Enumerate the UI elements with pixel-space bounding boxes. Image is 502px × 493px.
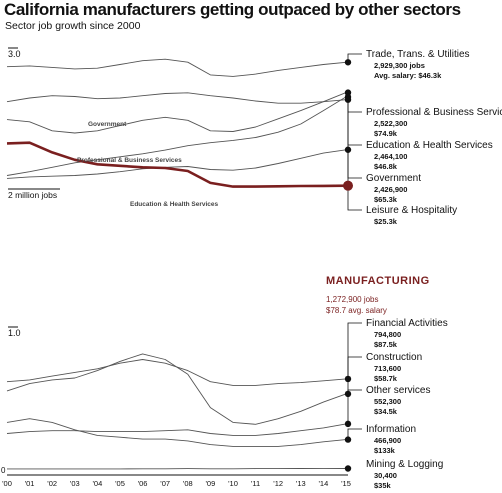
x-tick-label: '09 (206, 479, 216, 488)
x-tick-label: '01 (25, 479, 35, 488)
series-leader-line (347, 149, 362, 211)
series-endpoint-value: 794,800 (374, 330, 401, 339)
series-leader-line (347, 356, 362, 394)
series-endpoint-value: 2,929,300 jobs (374, 61, 425, 70)
x-tick-label: '04 (93, 479, 103, 488)
series-endpoint-manufacturing (343, 180, 353, 191)
series-endpoint-value: 2,522,300 (374, 119, 407, 128)
series-line-education-and-health-services (6, 96, 347, 176)
x-tick-label: '13 (296, 479, 306, 488)
series-leader-line (347, 389, 362, 424)
series-label-professional-and-business-services: Professional & Business Services (366, 107, 502, 118)
x-tick-label: '02 (47, 479, 57, 488)
series-endpoint-value: Avg. salary: $46.3k (374, 71, 442, 80)
chart-subtitle: Sector job growth since 2000 (5, 20, 141, 32)
series-endpoint-value: $133k (374, 446, 396, 455)
series-endpoint-value: $34.5k (374, 407, 398, 416)
chart-title: California manufacturers getting outpace… (4, 0, 461, 19)
series-endpoint-value: $46.8k (374, 162, 398, 171)
series-label-financial-activities: Financial Activities (366, 318, 448, 329)
x-tick-label: '14 (319, 479, 329, 488)
series-line-manufacturing (6, 141, 347, 188)
series-line-government (6, 92, 347, 104)
series-endpoint-value: 552,300 (374, 397, 401, 406)
series-label-leisure-and-hospitality: Leisure & Hospitality (366, 205, 457, 216)
x-tick-label: '12 (273, 479, 283, 488)
inline-label-education-and-health-services: Education & Health Services (130, 201, 219, 208)
series-line-construction (6, 353, 347, 425)
series-label-education-and-health-services: Education & Health Services (366, 140, 493, 151)
series-leader-line (347, 322, 362, 379)
series-endpoint-mining-and-logging (344, 465, 352, 472)
series-endpoint-value: 1,272,900 jobs (326, 295, 379, 304)
series-endpoint-value: 30,400 (374, 471, 397, 480)
series-endpoint-value: $78.7 avg. salary (326, 306, 387, 315)
series-endpoint-value: 466,900 (374, 436, 401, 445)
series-line-trade-trans-and-utilities (6, 58, 347, 77)
series-leader-line (347, 99, 362, 179)
series-endpoint-value: $35k (374, 481, 392, 490)
series-endpoint-value: $25.3k (374, 217, 398, 226)
series-label-construction: Construction (366, 352, 422, 363)
series-label-government: Government (366, 173, 421, 184)
x-tick-label: '08 (183, 479, 193, 488)
series-line-financial-activities (6, 359, 347, 386)
x-tick-label: '15 (341, 479, 351, 488)
series-label-mining-and-logging: Mining & Logging (366, 459, 443, 470)
x-tick-label: '06 (138, 479, 148, 488)
series-endpoint-value: $65.3k (374, 195, 398, 204)
series-line-other-services (6, 423, 347, 436)
series-label-manufacturing: MANUFACTURING (326, 275, 430, 287)
scale-label-bottom: 0 (1, 466, 6, 475)
series-endpoint-value: 713,600 (374, 364, 401, 373)
series-endpoint-value: $74.9k (374, 129, 398, 138)
series-leader-line (347, 428, 362, 440)
series-endpoint-value: $87.5k (374, 340, 398, 349)
series-line-leisure-and-hospitality (6, 149, 347, 179)
scale-bar-label: 2 million jobs (8, 190, 57, 200)
series-leader-line (347, 53, 362, 63)
series-line-mining-and-logging (7, 467, 347, 470)
x-tick-label: '07 (160, 479, 170, 488)
scale-label-top: 3.0 (8, 49, 21, 59)
series-label-other-services: Other services (366, 385, 430, 396)
inline-label-government: Government (88, 121, 127, 128)
series-endpoint-value: 2,426,900 (374, 185, 407, 194)
series-endpoint-value: 2,464,100 (374, 152, 407, 161)
x-tick-label: '00 (2, 479, 12, 488)
series-leader-line (347, 96, 362, 146)
series-line-information (6, 418, 347, 447)
series-endpoint-value: $58.7k (374, 374, 398, 383)
x-tick-label: '11 (251, 479, 260, 488)
x-tick-label: '10 (228, 479, 238, 488)
x-tick-label: '03 (70, 479, 80, 488)
x-tick-label: '05 (115, 479, 125, 488)
inline-label-professional-and-business-services: Professional & Business Services (77, 157, 182, 164)
series-label-information: Information (366, 424, 416, 435)
series-line-professional-and-business-services (6, 92, 347, 134)
scale-label-mid: 1.0 (8, 328, 21, 338)
series-label-trade-trans-and-utilities: Trade, Trans. & Utilities (366, 49, 470, 60)
